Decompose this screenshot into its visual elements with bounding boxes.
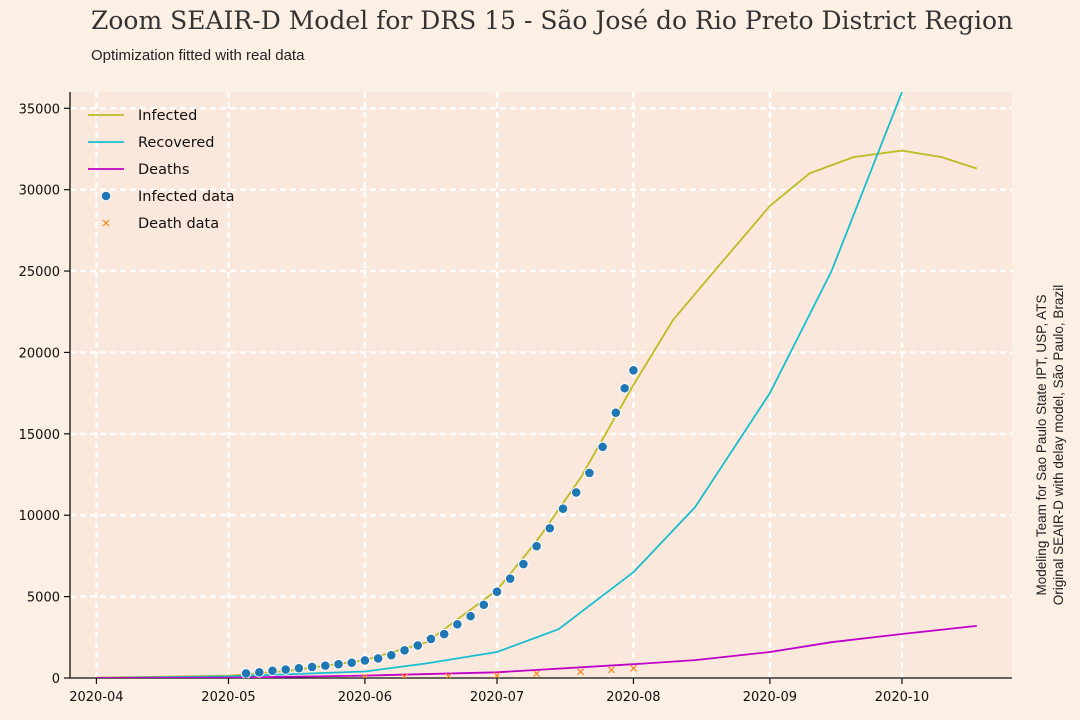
data-point-infected-data	[359, 655, 371, 666]
data-point-infected-data	[628, 365, 639, 376]
legend-label-death-data: Death data	[138, 216, 219, 232]
series-line-deaths	[96, 625, 977, 678]
y-tick-label: 15000	[19, 428, 60, 443]
plot-series	[96, 92, 978, 678]
series-line-recovered	[96, 92, 903, 678]
data-point-infected-data	[557, 503, 569, 515]
data-point-infected-data	[544, 522, 556, 534]
data-point-infected-data	[293, 662, 305, 674]
data-point-infected-data	[346, 657, 358, 668]
data-point-death-data	[577, 668, 585, 676]
data-point-infected-data	[372, 653, 384, 664]
data-point-infected-data	[333, 658, 344, 670]
y-tick-label: 0	[52, 672, 60, 687]
data-point-infected-data	[240, 668, 252, 678]
data-point-infected-data	[399, 645, 410, 656]
data-point-infected-data	[438, 628, 450, 640]
data-point-infected-data	[306, 661, 318, 673]
data-point-infected-data	[412, 640, 424, 651]
x-tick-label: 2020-07	[470, 690, 524, 705]
data-point-infected-data	[584, 467, 595, 479]
data-point-infected-data	[386, 649, 397, 661]
data-point-infected-data	[518, 558, 529, 570]
legend-label-infected: Infected	[138, 108, 197, 124]
y-tick-label: 10000	[19, 509, 60, 524]
y-tick-label: 30000	[19, 184, 60, 199]
data-point-infected-data	[478, 599, 490, 611]
data-point-death-data	[533, 670, 540, 678]
data-point-infected-data	[452, 618, 463, 630]
data-point-death-data	[493, 672, 501, 678]
data-point-infected-data	[491, 586, 503, 598]
x-tick-label: 2020-05	[201, 690, 255, 705]
data-point-infected-data	[531, 540, 542, 552]
data-point-infected-data	[267, 665, 278, 676]
x-tick-label: 2020-08	[606, 690, 660, 705]
data-point-death-data	[361, 673, 369, 678]
y-tick-label: 35000	[19, 102, 60, 117]
x-tick-label: 2020-10	[875, 690, 929, 705]
data-point-death-data	[401, 673, 408, 678]
data-point-infected-data	[280, 664, 291, 675]
data-point-death-data	[608, 666, 615, 674]
data-point-infected-data	[320, 660, 331, 671]
data-point-infected-data	[597, 441, 608, 453]
legend: Infected Recovered Deaths Infected data Deat…	[88, 108, 235, 232]
data-point-infected-data	[465, 610, 476, 622]
data-point-infected-data	[619, 382, 630, 394]
chart-title: Zoom SEAIR-D Model for DRS 15 - São José…	[91, 6, 1014, 35]
legend-label-recovered: Recovered	[138, 135, 214, 151]
data-point-infected-data	[570, 487, 582, 498]
data-point-death-data	[630, 664, 637, 672]
plot-area	[70, 92, 1012, 678]
legend-swatch-death-data	[102, 219, 110, 227]
legend-label-infected-data: Infected data	[138, 189, 235, 205]
legend-swatch-infected-data	[100, 190, 112, 202]
data-point-death-data	[445, 672, 452, 678]
chart-subtitle: Optimization fitted with real data	[91, 47, 305, 64]
data-point-infected-data	[610, 407, 622, 418]
y-tick-label: 25000	[19, 265, 60, 280]
legend-label-deaths: Deaths	[138, 162, 189, 178]
x-tick-label: 2020-09	[743, 690, 797, 705]
data-point-infected-data	[425, 633, 437, 645]
data-point-infected-data	[253, 667, 265, 678]
y-tick-label: 5000	[27, 591, 60, 606]
x-tick-label: 2020-04	[69, 690, 123, 705]
y-tick-label: 20000	[19, 346, 60, 361]
x-tick-label: 2020-06	[338, 690, 392, 705]
data-point-infected-data	[504, 573, 516, 585]
